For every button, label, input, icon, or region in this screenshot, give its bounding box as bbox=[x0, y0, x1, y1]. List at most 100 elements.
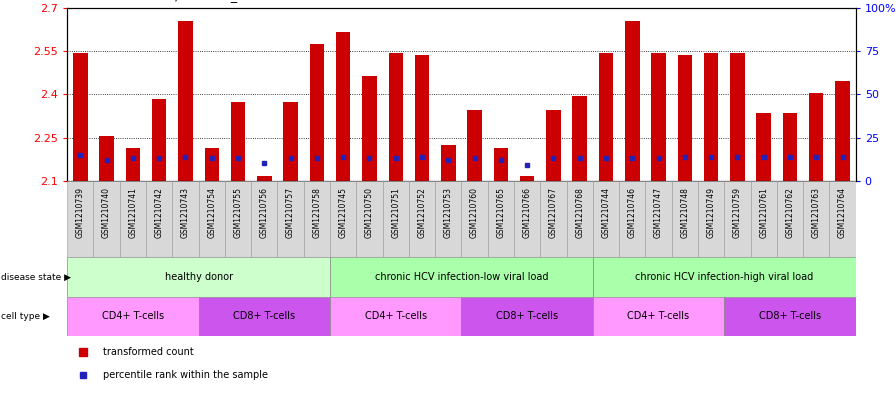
Bar bbox=[336, 32, 350, 181]
Bar bbox=[619, 181, 645, 257]
Bar bbox=[257, 176, 271, 181]
Bar bbox=[651, 53, 666, 181]
Bar bbox=[283, 101, 297, 181]
Bar bbox=[704, 53, 719, 181]
Bar bbox=[389, 53, 403, 181]
Bar bbox=[330, 297, 461, 336]
Text: percentile rank within the sample: percentile rank within the sample bbox=[103, 370, 268, 380]
Text: GDS4880 / 243140_at: GDS4880 / 243140_at bbox=[112, 0, 250, 2]
Bar bbox=[199, 181, 225, 257]
Bar bbox=[441, 145, 455, 181]
Bar bbox=[67, 181, 93, 257]
Text: GSM1210761: GSM1210761 bbox=[759, 187, 768, 238]
Text: GSM1210739: GSM1210739 bbox=[76, 187, 85, 238]
Bar bbox=[783, 113, 797, 181]
Text: GSM1210744: GSM1210744 bbox=[601, 187, 610, 238]
Bar bbox=[487, 181, 514, 257]
Text: CD8+ T-cells: CD8+ T-cells bbox=[759, 311, 821, 321]
Bar bbox=[698, 181, 724, 257]
Text: GSM1210740: GSM1210740 bbox=[102, 187, 111, 238]
Bar bbox=[730, 53, 745, 181]
Bar bbox=[152, 99, 167, 181]
Bar bbox=[540, 181, 566, 257]
Bar bbox=[199, 297, 330, 336]
Text: GSM1210768: GSM1210768 bbox=[575, 187, 584, 238]
Text: GSM1210752: GSM1210752 bbox=[418, 187, 426, 238]
Bar bbox=[751, 181, 777, 257]
Bar bbox=[383, 181, 409, 257]
Text: GSM1210747: GSM1210747 bbox=[654, 187, 663, 238]
Bar bbox=[231, 101, 246, 181]
Bar bbox=[573, 96, 587, 181]
Bar bbox=[677, 55, 692, 181]
Bar bbox=[593, 297, 724, 336]
Text: GSM1210762: GSM1210762 bbox=[786, 187, 795, 238]
Bar bbox=[330, 181, 357, 257]
Text: GSM1210743: GSM1210743 bbox=[181, 187, 190, 238]
Text: GSM1210748: GSM1210748 bbox=[680, 187, 689, 238]
Text: GSM1210741: GSM1210741 bbox=[128, 187, 137, 238]
Bar bbox=[125, 148, 140, 181]
Bar bbox=[625, 21, 640, 181]
Bar bbox=[547, 110, 561, 181]
Text: GSM1210763: GSM1210763 bbox=[812, 187, 821, 238]
Bar bbox=[409, 181, 435, 257]
Bar bbox=[724, 181, 751, 257]
Text: GSM1210760: GSM1210760 bbox=[470, 187, 479, 238]
Text: GSM1210765: GSM1210765 bbox=[496, 187, 505, 238]
Text: GSM1210758: GSM1210758 bbox=[313, 187, 322, 238]
Bar bbox=[73, 53, 88, 181]
Bar bbox=[278, 181, 304, 257]
Text: CD8+ T-cells: CD8+ T-cells bbox=[233, 311, 296, 321]
Bar bbox=[251, 181, 278, 257]
Bar bbox=[67, 297, 199, 336]
Bar bbox=[178, 21, 193, 181]
Text: transformed count: transformed count bbox=[103, 347, 194, 357]
Text: CD4+ T-cells: CD4+ T-cells bbox=[102, 311, 164, 321]
Bar bbox=[204, 148, 219, 181]
Bar bbox=[803, 181, 830, 257]
Bar bbox=[494, 148, 508, 181]
Bar bbox=[362, 75, 376, 181]
Bar bbox=[645, 181, 672, 257]
Bar bbox=[514, 181, 540, 257]
Bar bbox=[310, 44, 324, 181]
Text: GSM1210759: GSM1210759 bbox=[733, 187, 742, 238]
Bar bbox=[566, 181, 593, 257]
Text: GSM1210767: GSM1210767 bbox=[549, 187, 558, 238]
Bar bbox=[830, 181, 856, 257]
Text: GSM1210749: GSM1210749 bbox=[707, 187, 716, 238]
Text: GSM1210755: GSM1210755 bbox=[234, 187, 243, 238]
Text: GSM1210745: GSM1210745 bbox=[339, 187, 348, 238]
Bar bbox=[520, 176, 534, 181]
Bar bbox=[468, 110, 482, 181]
Text: GSM1210764: GSM1210764 bbox=[838, 187, 847, 238]
Bar bbox=[724, 297, 856, 336]
Text: GSM1210766: GSM1210766 bbox=[522, 187, 531, 238]
Bar bbox=[756, 113, 771, 181]
Text: chronic HCV infection-high viral load: chronic HCV infection-high viral load bbox=[635, 272, 814, 282]
Bar bbox=[225, 181, 251, 257]
Bar bbox=[599, 53, 613, 181]
Bar bbox=[172, 181, 199, 257]
Bar bbox=[809, 93, 823, 181]
Text: GSM1210742: GSM1210742 bbox=[155, 187, 164, 238]
Bar bbox=[593, 181, 619, 257]
Bar bbox=[304, 181, 330, 257]
Bar bbox=[835, 81, 849, 181]
Bar bbox=[593, 257, 856, 297]
Text: healthy donor: healthy donor bbox=[165, 272, 233, 282]
Text: GSM1210756: GSM1210756 bbox=[260, 187, 269, 238]
Text: GSM1210753: GSM1210753 bbox=[444, 187, 452, 238]
Text: CD8+ T-cells: CD8+ T-cells bbox=[496, 311, 558, 321]
Bar bbox=[435, 181, 461, 257]
Text: chronic HCV infection-low viral load: chronic HCV infection-low viral load bbox=[375, 272, 548, 282]
Text: cell type ▶: cell type ▶ bbox=[1, 312, 50, 321]
Bar bbox=[146, 181, 172, 257]
Bar bbox=[93, 181, 120, 257]
Text: GSM1210757: GSM1210757 bbox=[286, 187, 295, 238]
Bar bbox=[120, 181, 146, 257]
Bar bbox=[461, 297, 593, 336]
Text: GSM1210746: GSM1210746 bbox=[628, 187, 637, 238]
Text: CD4+ T-cells: CD4+ T-cells bbox=[365, 311, 426, 321]
